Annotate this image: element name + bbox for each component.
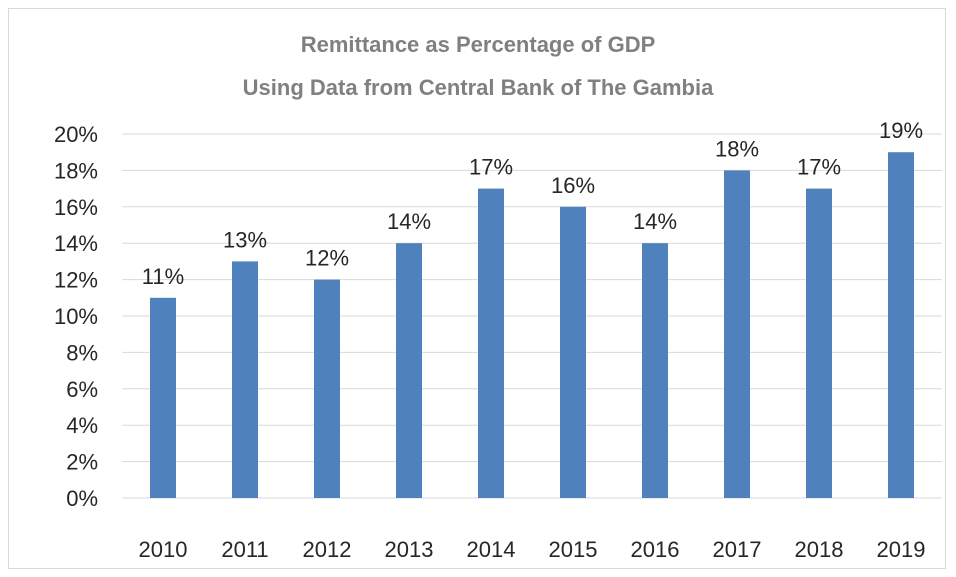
x-tick-label: 2010 [139, 537, 188, 562]
y-tick-label: 14% [54, 231, 98, 256]
x-tick-label: 2015 [549, 537, 598, 562]
chart-title-line-1: Remittance as Percentage of GDP [301, 32, 656, 57]
data-label: 14% [633, 209, 677, 234]
y-tick-label: 18% [54, 158, 98, 183]
x-tick-label: 2017 [713, 537, 762, 562]
y-tick-label: 6% [66, 377, 98, 402]
x-tick-label: 2011 [221, 537, 268, 562]
bar [642, 243, 668, 498]
x-tick-label: 2016 [631, 537, 680, 562]
bar [232, 261, 258, 498]
y-tick-label: 12% [54, 268, 98, 293]
x-tick-label: 2018 [795, 537, 844, 562]
bar [150, 297, 176, 498]
y-tick-label: 0% [66, 486, 98, 511]
data-label: 14% [387, 209, 431, 234]
chart-title-line-2: Using Data from Central Bank of The Gamb… [243, 75, 714, 100]
data-label: 19% [879, 118, 923, 143]
data-label: 13% [223, 227, 267, 252]
x-tick-label: 2012 [303, 537, 352, 562]
x-tick-label: 2019 [877, 537, 926, 562]
data-label: 12% [305, 246, 349, 271]
data-label: 11% [142, 264, 184, 289]
bar [888, 152, 914, 498]
y-tick-label: 2% [66, 450, 98, 475]
y-tick-label: 10% [54, 304, 98, 329]
gridlines [122, 133, 942, 499]
x-tick-label: 2013 [385, 537, 434, 562]
y-tick-label: 4% [66, 413, 98, 438]
y-tick-label: 16% [54, 195, 98, 220]
y-tick-label: 20% [54, 122, 98, 147]
bar [314, 279, 340, 498]
data-label: 18% [715, 136, 759, 161]
x-tick-label: 2014 [467, 537, 516, 562]
bar [806, 188, 832, 498]
bar [478, 188, 504, 498]
bar [560, 206, 586, 499]
x-axis-ticks: 2010 2011 2012 2013 2014 2015 2016 2017 2018 2019 [139, 537, 926, 562]
bar [724, 170, 750, 498]
bars [150, 152, 914, 499]
data-labels: 11% 13% 12% 14% 17% 16% 14% 18% 17% 19% [142, 118, 923, 289]
data-label: 17% [797, 155, 841, 180]
data-label: 16% [551, 173, 595, 198]
bar [396, 243, 422, 498]
y-axis-ticks: 0% 2% 4% 6% 8% 10% 12% 14% 16% 18% 20% [54, 122, 98, 511]
data-label: 17% [469, 155, 513, 180]
y-tick-label: 8% [66, 340, 98, 365]
